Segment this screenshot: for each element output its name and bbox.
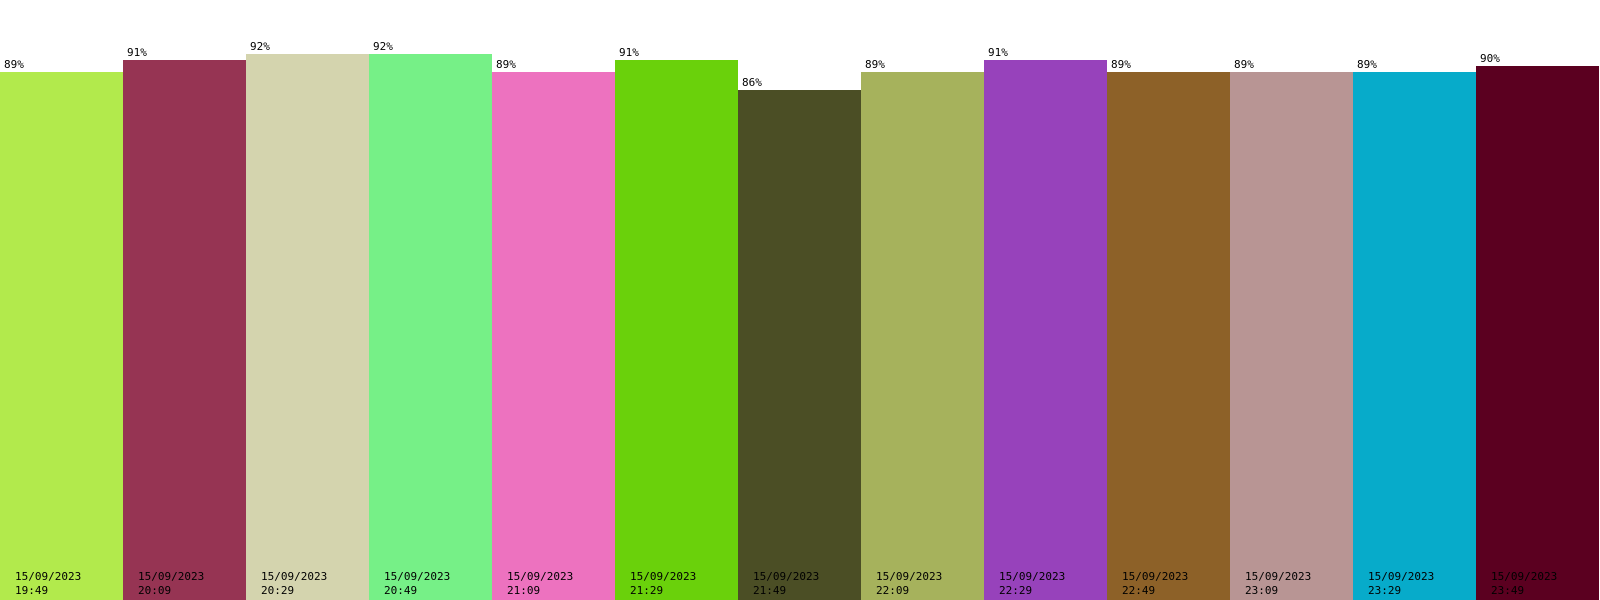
x-tick-label: 15/09/2023 20:29	[261, 570, 328, 597]
x-tick-label: 15/09/2023 22:49	[1122, 570, 1189, 597]
bar-value-label: 89%	[4, 58, 24, 71]
bar-value-label: 89%	[1357, 58, 1377, 71]
x-tick-label: 15/09/2023 21:29	[630, 570, 697, 597]
bar	[984, 60, 1107, 600]
bar	[861, 72, 984, 600]
x-tick-label: 15/09/2023 20:09	[138, 570, 205, 597]
bar-value-label: 89%	[1234, 58, 1254, 71]
bar-value-label: 91%	[127, 46, 147, 59]
x-tick-label: 15/09/2023 21:49	[753, 570, 820, 597]
bar	[246, 54, 369, 600]
bar-value-label: 86%	[742, 76, 762, 89]
bar-value-label: 91%	[988, 46, 1008, 59]
bar	[738, 90, 861, 600]
bar-value-label: 90%	[1480, 52, 1500, 65]
x-tick-label: 15/09/2023 21:09	[507, 570, 574, 597]
bar	[1476, 66, 1599, 600]
x-tick-label: 15/09/2023 22:09	[876, 570, 943, 597]
x-tick-label: 15/09/2023 23:49	[1491, 570, 1558, 597]
bar-value-label: 92%	[250, 40, 270, 53]
bar-value-label: 91%	[619, 46, 639, 59]
bar-value-label: 89%	[865, 58, 885, 71]
bar-value-label: 89%	[496, 58, 516, 71]
bar	[1107, 72, 1230, 600]
x-tick-label: 15/09/2023 23:29	[1368, 570, 1435, 597]
bar	[492, 72, 615, 600]
bar	[123, 60, 246, 600]
bar	[1353, 72, 1476, 600]
bar	[369, 54, 492, 600]
x-tick-label: 15/09/2023 20:49	[384, 570, 451, 597]
x-tick-label: 15/09/2023 23:09	[1245, 570, 1312, 597]
bar	[615, 60, 738, 600]
x-tick-label: 15/09/2023 19:49	[15, 570, 82, 597]
x-tick-label: 15/09/2023 22:29	[999, 570, 1066, 597]
bar	[0, 72, 123, 600]
bar-value-label: 92%	[373, 40, 393, 53]
bar-value-label: 89%	[1111, 58, 1131, 71]
bar	[1230, 72, 1353, 600]
